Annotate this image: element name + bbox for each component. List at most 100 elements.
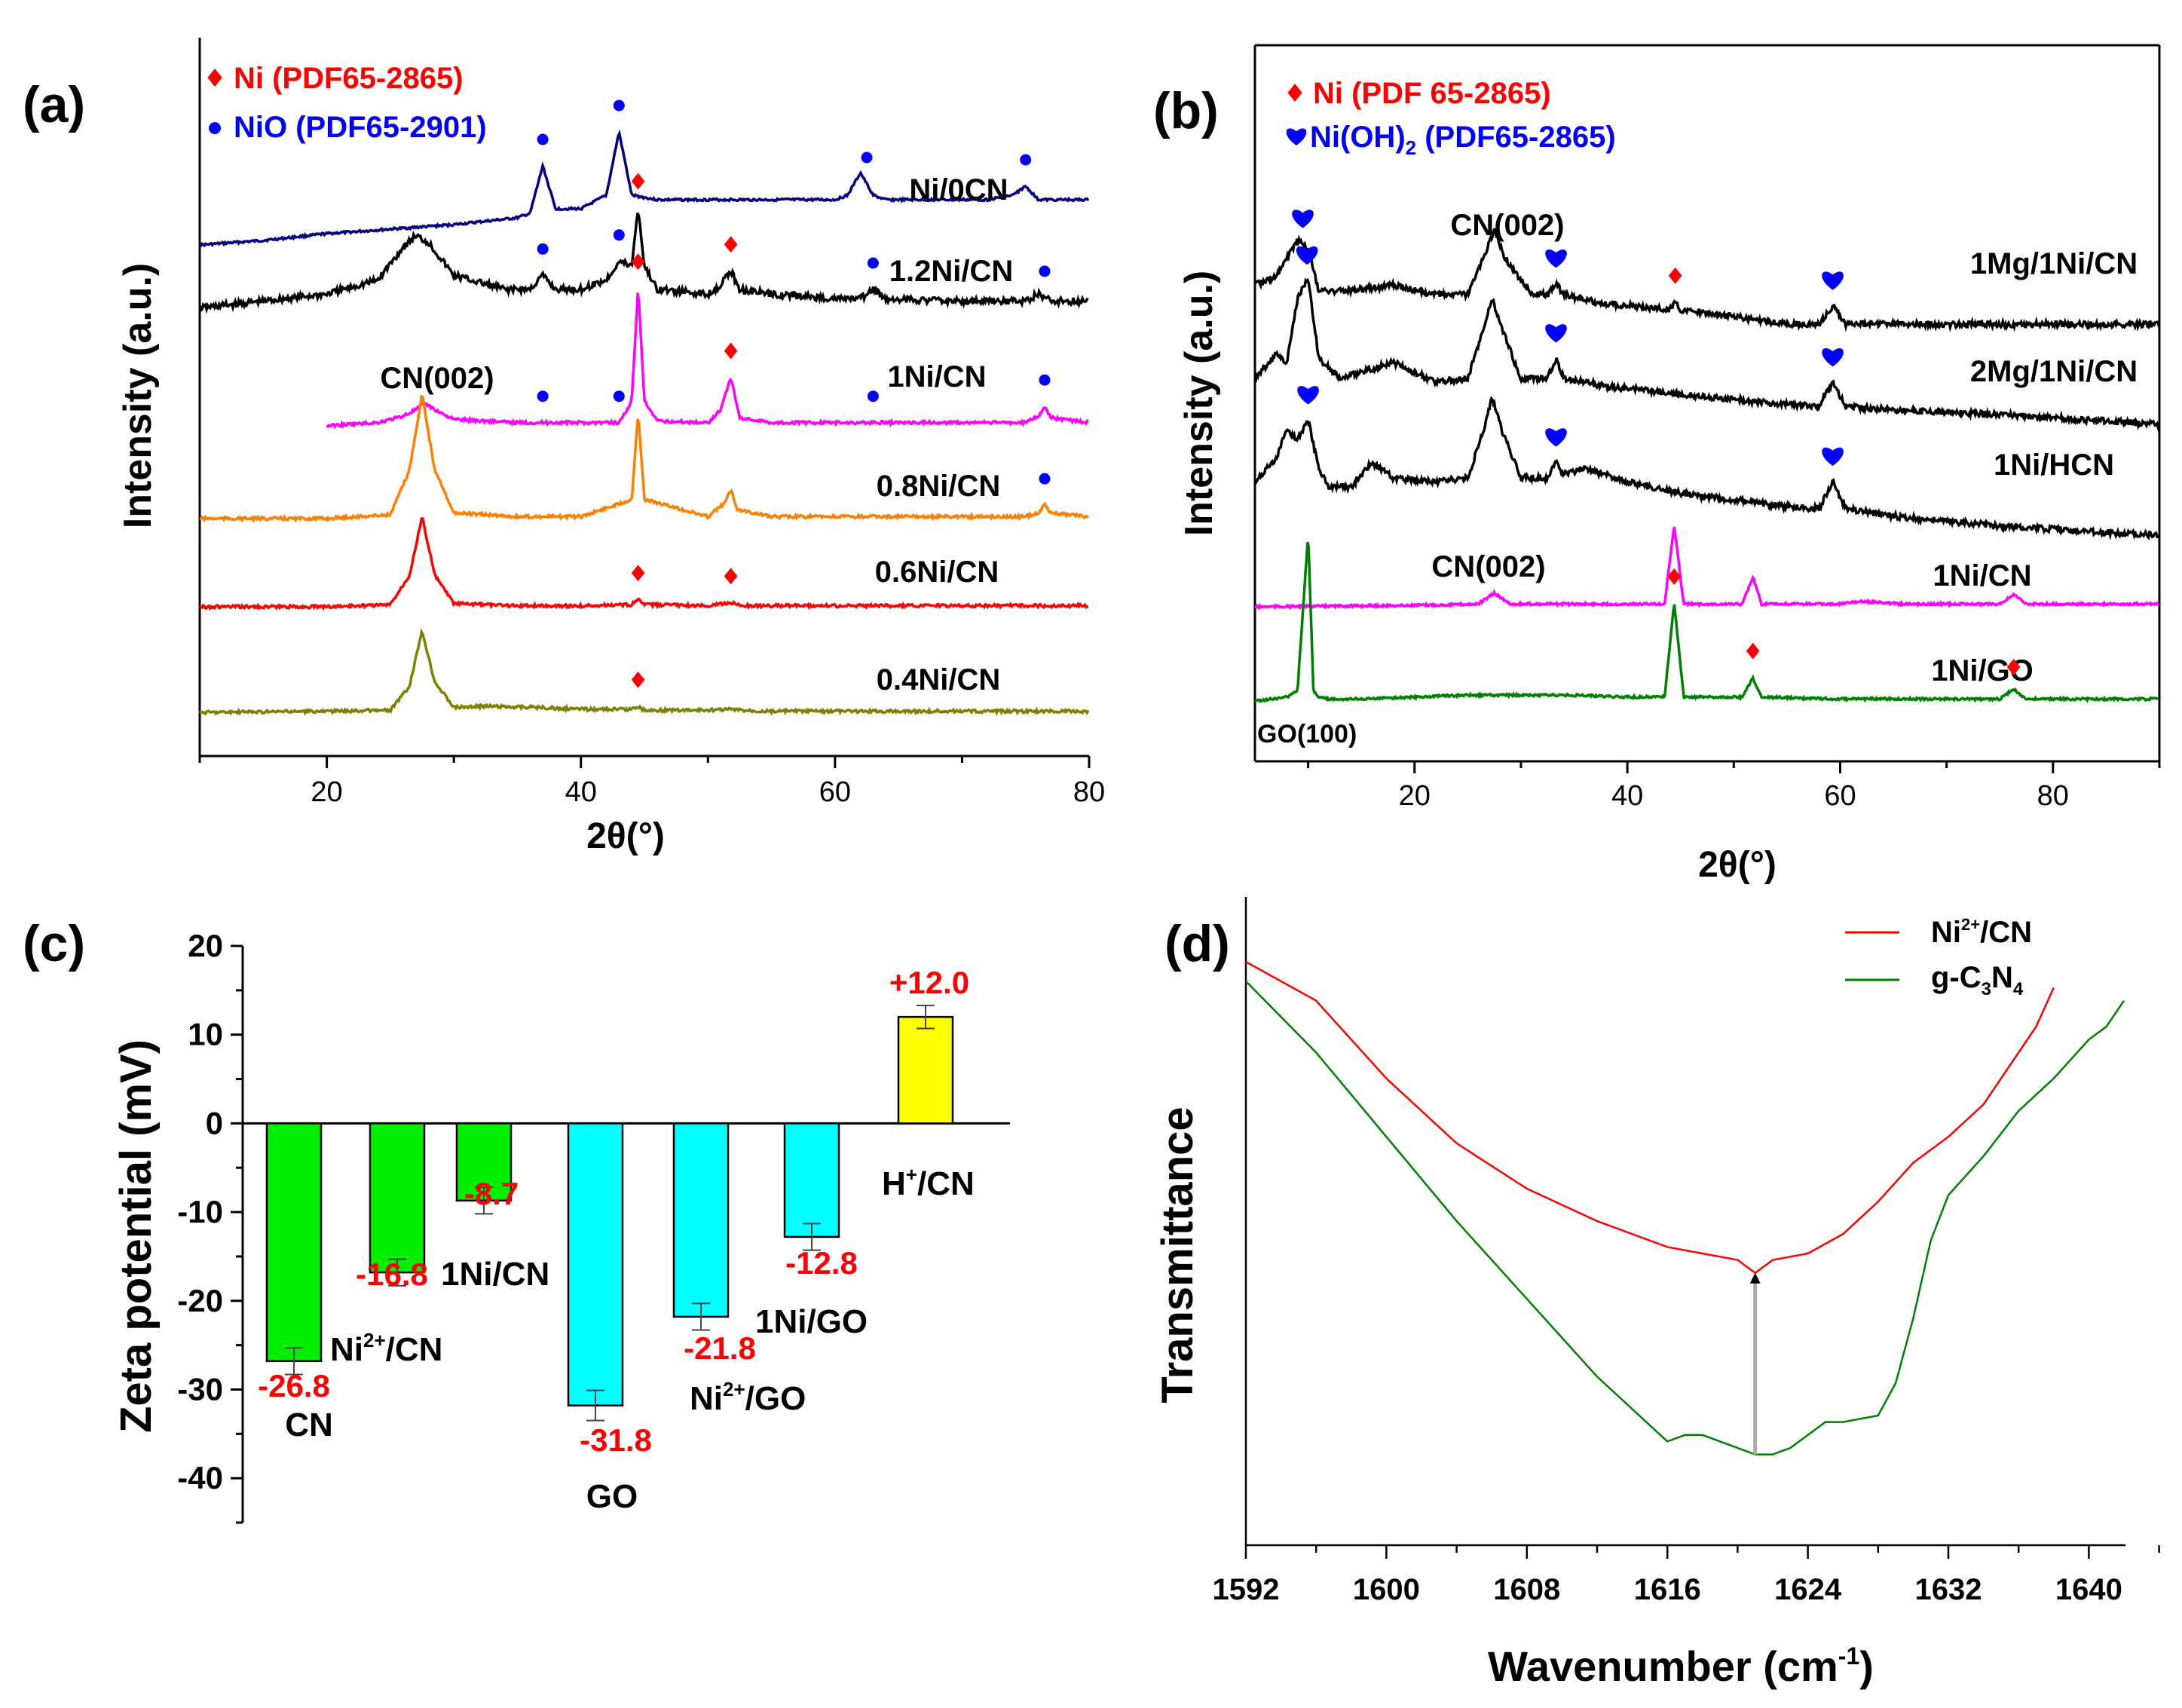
series-label: 1Ni/GO (1931, 654, 2034, 687)
panel-label-c: (c) (23, 915, 85, 972)
x-tick-label: 60 (1824, 780, 1856, 812)
data-marker-circle (613, 229, 625, 241)
series-line (1245, 960, 2055, 1275)
x-axis-label: 2θ(°) (586, 816, 665, 856)
panel-label-d: (d) (1164, 915, 1230, 972)
x-tick-label: 1632 (1915, 1573, 1982, 1606)
series-label: 0.4Ni/CN (877, 663, 1001, 696)
x-tick-label: 80 (2037, 780, 2069, 812)
arrow-head (1749, 1272, 1761, 1284)
category-label: 1Ni/CN (441, 1256, 549, 1293)
data-marker-diamond (631, 671, 645, 688)
data-marker-circle (1020, 154, 1032, 166)
category-label: GO (586, 1478, 638, 1515)
data-marker-circle (613, 99, 625, 112)
y-tick-label: 0 (206, 1105, 223, 1140)
data-marker-heart (1297, 386, 1319, 405)
series-line (1245, 980, 2125, 1455)
bar (897, 1015, 954, 1125)
annotation-cn002: CN(002) (1450, 209, 1564, 242)
data-marker-circle (1039, 473, 1051, 485)
series-line (1254, 228, 2161, 332)
series-line (1253, 396, 2160, 540)
data-marker-circle (613, 390, 625, 403)
value-label: -12.8 (785, 1245, 858, 1281)
data-marker-diamond (724, 342, 738, 360)
bar (567, 1122, 624, 1406)
x-tick-label: 1624 (1774, 1573, 1842, 1606)
legend-label-nicn: Ni2+/CN (1931, 915, 2032, 949)
data-marker-diamond (1667, 568, 1682, 585)
data-marker-circle (537, 133, 549, 145)
value-label: -21.8 (684, 1330, 756, 1366)
data-marker-diamond (631, 173, 645, 190)
series-label: Ni/0CN (909, 173, 1008, 207)
category-label: 1Ni/GO (755, 1303, 868, 1340)
panel-label-a: (a) (23, 76, 85, 133)
data-marker-circle (1039, 265, 1051, 277)
series-line (198, 628, 1090, 717)
value-label: -31.8 (580, 1422, 652, 1458)
data-marker-diamond (631, 565, 645, 582)
data-marker-circle (537, 243, 549, 255)
data-marker-circle (1039, 374, 1051, 386)
x-tick-label: 20 (1399, 780, 1431, 812)
annotation-go100: GO(100) (1257, 720, 1357, 748)
data-marker-diamond (2006, 659, 2021, 675)
data-marker-diamond (724, 236, 738, 253)
legend-label-ni: Ni (PDF 65-2865) (1313, 77, 1551, 110)
value-label: -16.8 (356, 1257, 428, 1292)
series-label: 1Ni/CN (887, 360, 986, 393)
y-tick-label: -20 (177, 1283, 223, 1318)
bar (672, 1122, 730, 1318)
y-axis-label: Intensity (a.u.) (1177, 271, 1221, 536)
series-label: 1Ni/HCN (1994, 448, 2114, 482)
data-marker-heart (1822, 347, 1844, 367)
data-marker-diamond (724, 568, 738, 585)
x-tick-label: 60 (819, 776, 851, 808)
bar (265, 1122, 323, 1363)
category-label: Ni2+/CN (330, 1329, 442, 1368)
data-marker-heart (1822, 447, 1844, 467)
y-tick-label: -30 (177, 1371, 223, 1406)
series-line (199, 394, 1089, 524)
y-tick-label: -40 (177, 1460, 223, 1495)
bar (369, 1122, 426, 1274)
data-marker-diamond (631, 253, 645, 271)
y-tick-label: -10 (177, 1194, 223, 1229)
y-axis-label: Zeta potential (mV) (112, 1039, 161, 1433)
value-label: -26.8 (258, 1368, 330, 1403)
data-marker-heart (1292, 210, 1314, 228)
series-line (1254, 526, 2160, 611)
x-tick-label: 1600 (1353, 1573, 1420, 1606)
data-marker-circle (867, 390, 879, 403)
data-marker-heart (1296, 246, 1318, 265)
y-tick-label: 10 (188, 1017, 223, 1052)
x-tick-label: 80 (1073, 776, 1105, 808)
series-line (326, 292, 1089, 430)
series-label: 0.6Ni/CN (875, 556, 999, 589)
x-tick-label: 1592 (1213, 1573, 1280, 1606)
legend-label-nio: NiO (PDF65-2901) (234, 111, 487, 144)
x-tick-label: 1640 (2055, 1573, 2122, 1606)
category-label: Ni2+/GO (690, 1378, 806, 1417)
legend-label-ni: Ni (PDF65-2865) (234, 62, 464, 95)
data-marker-heart (1545, 249, 1567, 268)
data-marker-heart (1545, 324, 1567, 343)
x-axis-label: 2θ(°) (1698, 845, 1777, 885)
data-marker-diamond (1746, 642, 1760, 660)
value-label: +12.0 (889, 965, 969, 1000)
annotation-cn002: CN(002) (380, 362, 494, 395)
series-label: 1.2Ni/CN (889, 255, 1014, 288)
legend-marker-nioh2 (1286, 128, 1307, 145)
panel-label-b: (b) (1153, 82, 1219, 139)
series-label: 2Mg/1Ni/CN (1970, 355, 2138, 388)
x-tick-label: 1608 (1493, 1573, 1560, 1606)
legend-label-nioh2: Ni(OH)2 (PDF65-2865) (1310, 121, 1616, 159)
series-label: 1Mg/1Ni/CN (1970, 247, 2138, 280)
data-marker-heart (1545, 428, 1567, 447)
series-line (199, 129, 1090, 248)
x-tick-label: 20 (311, 776, 342, 808)
series-line (199, 517, 1089, 611)
legend-marker-nio (209, 122, 221, 134)
